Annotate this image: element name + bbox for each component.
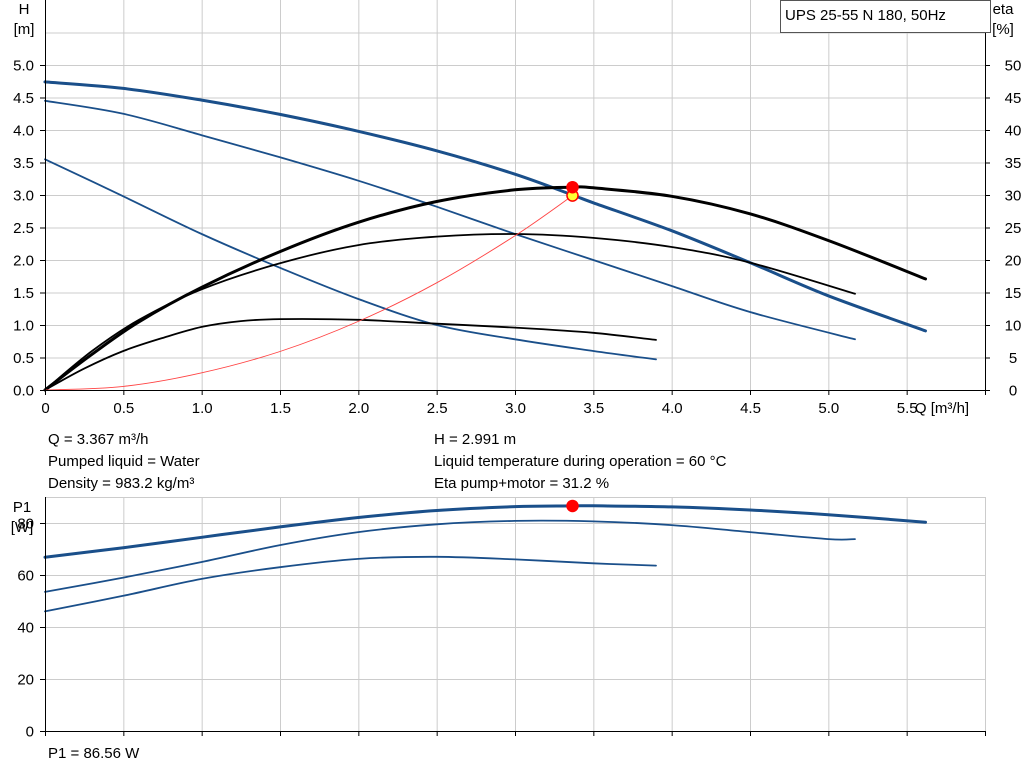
y2-tick-label: 15 [1005, 285, 1022, 302]
y2-tick-label: 0 [1009, 383, 1017, 400]
power-curve-2 [43, 504, 927, 559]
power-y-tick-label: 40 [17, 620, 34, 637]
power-y-tick-label: 20 [17, 672, 34, 689]
x-tick-label: 3.5 [583, 400, 604, 417]
y2-tick-label: 50 [1005, 58, 1022, 75]
power-curve-0 [44, 555, 657, 613]
title-box: UPS 25-55 N 180, 50Hz [780, 0, 991, 33]
power-y-tick-label: 0 [26, 724, 34, 741]
power-curve-1 [44, 519, 856, 593]
eta-curve-5 [43, 185, 927, 392]
y2-axis-title: [%] [992, 21, 1014, 38]
eta-duty-point-marker [566, 180, 579, 194]
y2-tick-label: 5 [1009, 350, 1017, 367]
head-readout: H = 2.991 m [434, 431, 517, 448]
y-tick-label: 0.5 [13, 350, 34, 367]
y-tick-label: 2.0 [13, 253, 34, 270]
y-tick-label: 0.0 [13, 383, 34, 400]
y2-tick-label: 45 [1005, 90, 1022, 107]
flow-readout: Q = 3.367 m³/h [48, 431, 149, 448]
liquid-temperature-readout: Liquid temperature during operation = 60… [434, 453, 727, 470]
y2-tick-label: 10 [1005, 318, 1022, 335]
x-tick-label: 5.5 [897, 400, 918, 417]
y-axis-title: H [19, 1, 30, 18]
x-tick-label: 4.5 [740, 400, 761, 417]
x-tick-label: 2.0 [348, 400, 369, 417]
system-curve-6 [44, 195, 573, 391]
pumped-liquid-readout: Pumped liquid = Water [48, 453, 200, 470]
y-axis-title: [m] [14, 21, 35, 38]
y2-tick-label: 40 [1005, 123, 1022, 140]
x-tick-label: 4.0 [662, 400, 683, 417]
y-tick-label: 5.0 [13, 58, 34, 75]
power-duty-point-marker [566, 499, 579, 513]
head-efficiency-panel: 0.0 0.5 1.0 1.5 2.0 2.5 3.0 3.5 4.0 4.5 5.0 0 5 10 15 2… [13, 0, 1021, 417]
x-axis-title: Q [m³/h] [915, 400, 969, 417]
y-tick-label: 1.0 [13, 318, 34, 335]
x-tick-label: 1.5 [270, 400, 291, 417]
power-y-tick-label: 80 [17, 516, 34, 533]
y2-tick-label: 20 [1005, 253, 1022, 270]
y2-tick-label: 30 [1005, 188, 1022, 205]
y-tick-label: 2.5 [13, 220, 34, 237]
y-tick-label: 4.5 [13, 90, 34, 107]
power-y-axis-title: P1 [13, 499, 31, 516]
head-curve-2 [43, 80, 927, 333]
head-curve-1 [44, 99, 856, 341]
head-curve-0 [44, 158, 657, 361]
x-tick-label: 2.5 [427, 400, 448, 417]
chart-title: UPS 25-55 N 180, 50Hz [785, 7, 946, 24]
y-tick-label: 1.5 [13, 285, 34, 302]
eta-readout: Eta pump+motor = 31.2 % [434, 475, 610, 492]
x-tick-label: 3.0 [505, 400, 526, 417]
y2-axis-title: eta [993, 1, 1015, 18]
density-readout: Density = 983.2 kg/m³ [48, 475, 195, 492]
power-y-axis-title: [W] [11, 519, 34, 536]
x-tick-label: 1.0 [192, 400, 213, 417]
power-readout: P1 = 86.56 W [48, 745, 140, 762]
x-tick-label: 5.0 [818, 400, 839, 417]
y-tick-label: 3.5 [13, 155, 34, 172]
y2-tick-label: 35 [1005, 155, 1022, 172]
y-tick-label: 3.0 [13, 188, 34, 205]
eta-curve-4 [44, 233, 856, 391]
x-tick-label: 0 [41, 400, 49, 417]
y2-tick-label: 25 [1005, 220, 1022, 237]
x-tick-label: 0.5 [113, 400, 134, 417]
y-tick-label: 4.0 [13, 123, 34, 140]
eta-curve-3 [44, 318, 657, 391]
power-y-tick-label: 60 [17, 568, 34, 585]
